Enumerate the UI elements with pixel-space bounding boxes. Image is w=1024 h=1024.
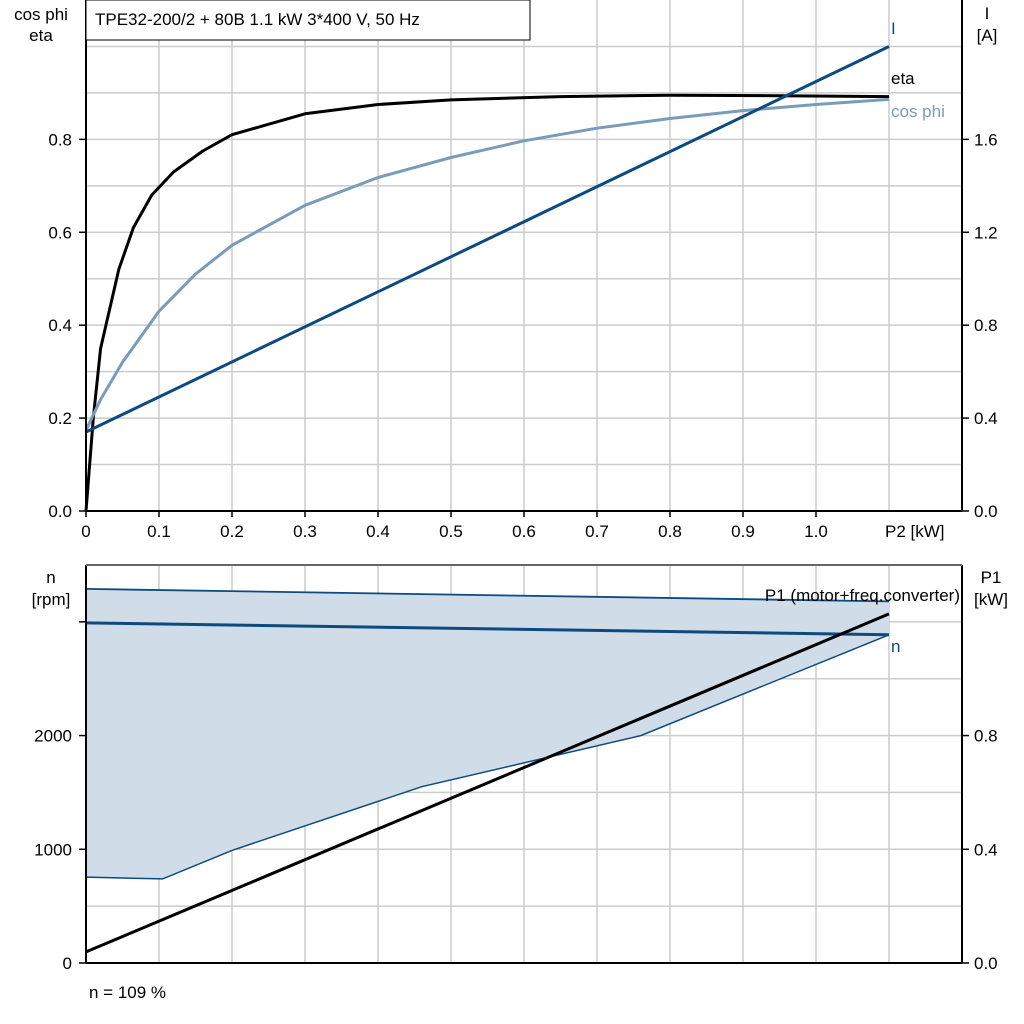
x-tick-label: 0 (81, 522, 90, 541)
y-left-tick-label: 0 (63, 954, 72, 973)
y-left-tick-label: 2000 (34, 727, 72, 746)
x-tick-label: 0.9 (731, 522, 755, 541)
x-tick-label: 0.4 (366, 522, 390, 541)
y-right-label-p1: P1 (981, 568, 1002, 587)
series-line-p1 (85, 612, 890, 954)
x-tick-label: 0.7 (585, 522, 609, 541)
title-box (85, 0, 531, 41)
series-line-eta (84, 93, 890, 512)
x-tick-label: 0.2 (220, 522, 244, 541)
y-right-label-unit-a: [A] (977, 26, 998, 45)
y-left-label-rpm: [rpm] (32, 590, 71, 609)
y-right-tick-label: 0.4 (974, 840, 998, 859)
y-left-tick-label: 0.2 (48, 409, 72, 428)
y-right-tick-label: 0.8 (974, 727, 998, 746)
x-axis-label: P2 [kW] (885, 522, 945, 541)
x-tick-label: 0.1 (147, 522, 171, 541)
series-label-p1: P1 (motor+freq.converter) (765, 586, 960, 605)
y-right-tick-label: 0.4 (974, 409, 998, 428)
band-lower-boundary (85, 634, 890, 880)
y-right-tick-label: 0.0 (974, 502, 998, 521)
series-line-i (85, 45, 890, 434)
chart-axes: 0 0.1 0.2 0.3 0.4 0.5 0.6 0.7 0.8 0.9 1.0 0.0 0.2 0.4… (34, 0, 998, 973)
series-label-cosphi: cos phi (891, 102, 945, 121)
operating-range-band (86, 588, 889, 879)
x-tick-label: 1.0 (804, 522, 828, 541)
y-left-label-n: n (46, 568, 55, 587)
chart-marks (84, 45, 890, 954)
y-right-tick-label: 1.2 (974, 223, 998, 242)
speed-footer: n = 109 % (89, 983, 166, 1002)
y-left-tick-label: 1000 (34, 840, 72, 859)
x-tick-label: 0.6 (512, 522, 536, 541)
x-tick-label: 0.5 (439, 522, 463, 541)
series-label-i: I (891, 19, 896, 38)
series-label-n: n (891, 637, 900, 656)
y-right-label-i: I (985, 4, 990, 23)
chart-title: TPE32-200/2 + 80B 1.1 kW 3*400 V, 50 Hz (95, 10, 420, 29)
x-tick-label: 0.8 (658, 522, 682, 541)
top-grid (86, 0, 962, 511)
y-right-tick-label: 0.0 (974, 954, 998, 973)
series-line-n (85, 621, 890, 637)
series-label-eta: eta (891, 69, 915, 88)
y-left-label-cosphi: cos phi (14, 5, 68, 24)
y-right-label-kw: [kW] (974, 590, 1008, 609)
y-right-tick-label: 1.6 (974, 130, 998, 149)
y-left-tick-label: 0.4 (48, 316, 72, 335)
band-upper-boundary (85, 588, 890, 603)
y-left-tick-label: 0.0 (48, 502, 72, 521)
y-right-tick-label: 0.8 (974, 316, 998, 335)
y-left-tick-label: 0.6 (48, 223, 72, 242)
y-left-tick-label: 0.8 (48, 130, 72, 149)
y-left-label-eta: eta (29, 26, 53, 45)
series-line-cos-phi (84, 97, 890, 431)
x-tick-label: 0.3 (293, 522, 317, 541)
